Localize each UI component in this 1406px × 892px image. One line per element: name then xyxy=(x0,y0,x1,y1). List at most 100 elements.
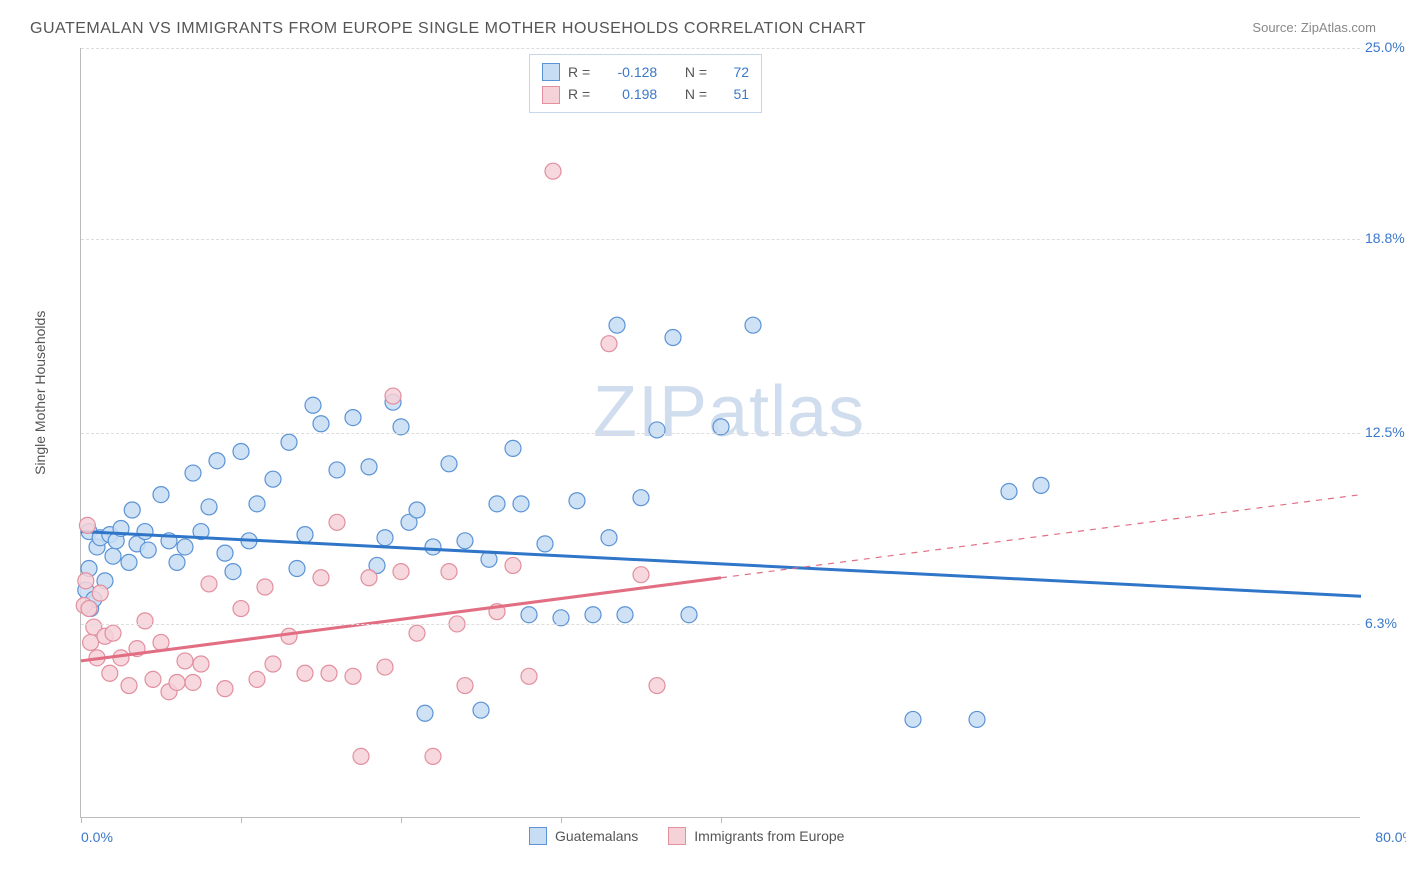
gridline xyxy=(81,48,1360,49)
scatter-point xyxy=(601,336,617,352)
scatter-point xyxy=(185,674,201,690)
n-value: 72 xyxy=(719,61,749,83)
y-tick-label: 25.0% xyxy=(1365,39,1406,55)
plot-area: ZIPatlas 6.3%12.5%18.8%25.0%0.0%80.0%R =… xyxy=(80,48,1360,818)
scatter-point xyxy=(345,410,361,426)
scatter-point xyxy=(102,665,118,681)
scatter-point xyxy=(513,496,529,512)
x-start-label: 0.0% xyxy=(81,829,113,845)
scatter-point xyxy=(249,671,265,687)
x-end-label: 80.0% xyxy=(1375,829,1406,845)
gridline xyxy=(81,433,1360,434)
scatter-point xyxy=(124,502,140,518)
scatter-point xyxy=(313,416,329,432)
scatter-point xyxy=(545,163,561,179)
scatter-point xyxy=(457,533,473,549)
scatter-point xyxy=(225,564,241,580)
legend-swatch xyxy=(529,827,547,845)
scatter-point xyxy=(521,668,537,684)
y-tick-label: 18.8% xyxy=(1365,230,1406,246)
scatter-point xyxy=(521,607,537,623)
scatter-point xyxy=(505,557,521,573)
scatter-point xyxy=(409,502,425,518)
x-tick xyxy=(561,817,562,823)
legend-row: R =0.198 N =51 xyxy=(542,83,749,105)
scatter-point xyxy=(601,530,617,546)
trend-line-dashed xyxy=(721,495,1361,578)
n-label: N = xyxy=(685,61,707,83)
scatter-point xyxy=(281,434,297,450)
scatter-point xyxy=(313,570,329,586)
scatter-point xyxy=(649,678,665,694)
scatter-point xyxy=(1001,484,1017,500)
scatter-point xyxy=(377,530,393,546)
scatter-point xyxy=(617,607,633,623)
scatter-point xyxy=(665,330,681,346)
scatter-point xyxy=(137,524,153,540)
scatter-point xyxy=(217,681,233,697)
x-tick xyxy=(241,817,242,823)
series-legend-item: Guatemalans xyxy=(529,827,638,845)
series-name: Guatemalans xyxy=(555,828,638,844)
scatter-point xyxy=(281,628,297,644)
scatter-point xyxy=(329,462,345,478)
scatter-point xyxy=(121,554,137,570)
x-tick xyxy=(81,817,82,823)
scatter-point xyxy=(121,678,137,694)
source-link[interactable]: ZipAtlas.com xyxy=(1301,20,1376,35)
scatter-point xyxy=(169,554,185,570)
n-value: 51 xyxy=(719,83,749,105)
scatter-point xyxy=(289,561,305,577)
scatter-point xyxy=(169,674,185,690)
scatter-point xyxy=(92,585,108,601)
scatter-point xyxy=(81,601,97,617)
scatter-point xyxy=(185,465,201,481)
x-tick xyxy=(721,817,722,823)
scatter-point xyxy=(505,440,521,456)
legend-swatch xyxy=(542,86,560,104)
r-value: -0.128 xyxy=(602,61,657,83)
scatter-point xyxy=(585,607,601,623)
scatter-point xyxy=(745,317,761,333)
scatter-point xyxy=(1033,477,1049,493)
scatter-point xyxy=(457,678,473,694)
scatter-point xyxy=(425,539,441,555)
scatter-point xyxy=(217,545,233,561)
scatter-point xyxy=(905,711,921,727)
scatter-point xyxy=(78,573,94,589)
scatter-point xyxy=(409,625,425,641)
scatter-point xyxy=(329,514,345,530)
scatter-point xyxy=(153,634,169,650)
gridline xyxy=(81,239,1360,240)
scatter-point xyxy=(345,668,361,684)
scatter-point xyxy=(249,496,265,512)
scatter-point xyxy=(257,579,273,595)
legend-row: R =-0.128 N =72 xyxy=(542,61,749,83)
series-name: Immigrants from Europe xyxy=(694,828,844,844)
scatter-point xyxy=(153,487,169,503)
source-credit: Source: ZipAtlas.com xyxy=(1252,20,1376,35)
y-tick-label: 12.5% xyxy=(1365,424,1406,440)
scatter-point xyxy=(473,702,489,718)
scatter-point xyxy=(633,567,649,583)
correlation-legend: R =-0.128 N =72R =0.198 N =51 xyxy=(529,54,762,113)
scatter-point xyxy=(361,570,377,586)
scatter-point xyxy=(353,748,369,764)
scatter-point xyxy=(145,671,161,687)
scatter-point xyxy=(361,459,377,475)
legend-swatch xyxy=(668,827,686,845)
scatter-point xyxy=(425,748,441,764)
scatter-point xyxy=(265,471,281,487)
scatter-point xyxy=(201,576,217,592)
r-value: 0.198 xyxy=(602,83,657,105)
chart-title: GUATEMALAN VS IMMIGRANTS FROM EUROPE SIN… xyxy=(30,20,866,38)
scatter-point xyxy=(393,564,409,580)
scatter-point xyxy=(79,517,95,533)
scatter-point xyxy=(140,542,156,558)
scatter-point xyxy=(105,625,121,641)
scatter-point xyxy=(609,317,625,333)
scatter-point xyxy=(209,453,225,469)
series-legend-item: Immigrants from Europe xyxy=(668,827,844,845)
scatter-point xyxy=(441,564,457,580)
scatter-point xyxy=(137,613,153,629)
